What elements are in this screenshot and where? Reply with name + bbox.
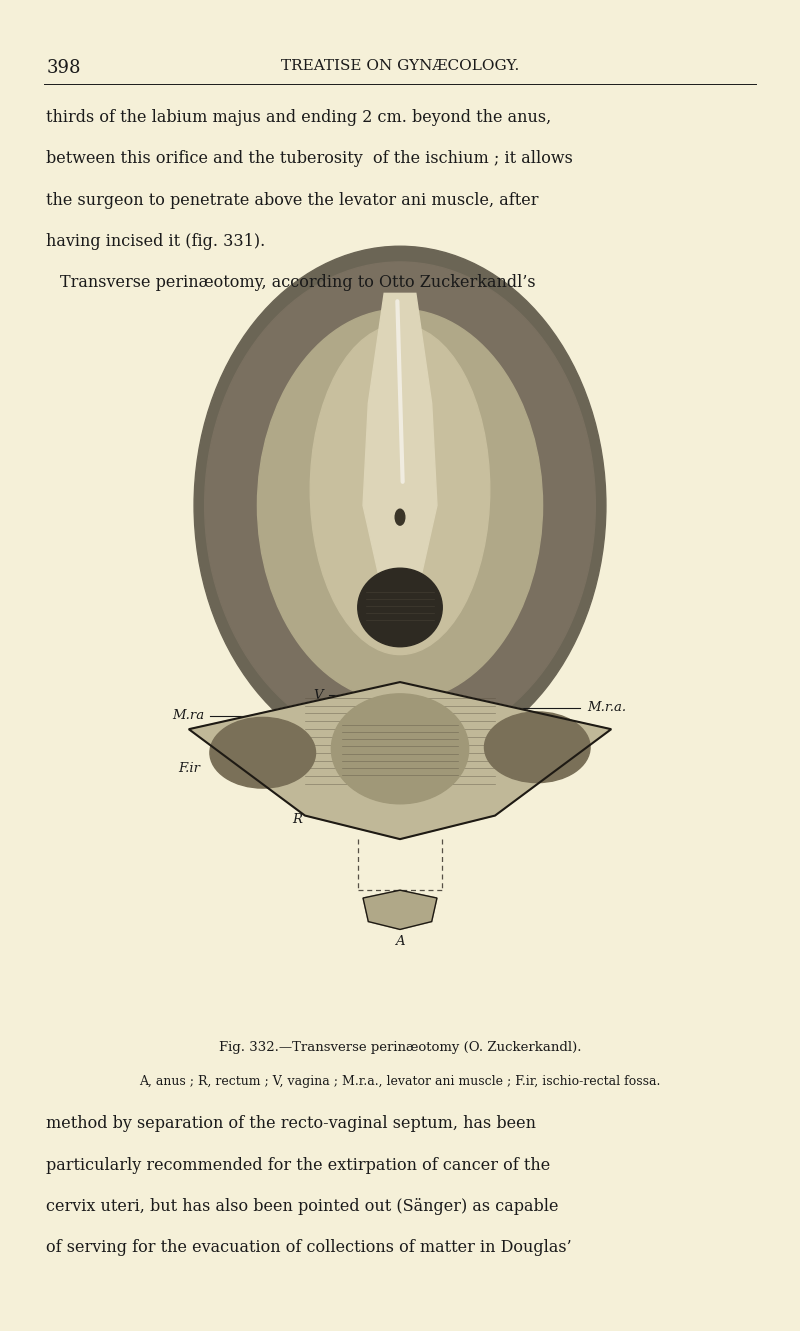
- Text: particularly recommended for the extirpation of cancer of the: particularly recommended for the extirpa…: [46, 1157, 550, 1174]
- Text: A: A: [395, 934, 405, 948]
- Ellipse shape: [310, 325, 490, 655]
- Text: R: R: [292, 813, 302, 827]
- Ellipse shape: [194, 246, 606, 764]
- Text: cervix uteri, but has also been pointed out (Sänger) as capable: cervix uteri, but has also been pointed …: [46, 1198, 559, 1215]
- Text: M.ra: M.ra: [173, 709, 205, 723]
- Polygon shape: [363, 293, 437, 599]
- Text: thirds of the labium majus and ending 2 cm. beyond the anus,: thirds of the labium majus and ending 2 …: [46, 109, 552, 126]
- Text: F.ir: F.ir: [558, 755, 581, 767]
- Text: A, anus ; R, rectum ; V, vagina ; M.r.a., levator ani muscle ; F.ir, ischio-rect: A, anus ; R, rectum ; V, vagina ; M.r.a.…: [139, 1075, 661, 1089]
- Ellipse shape: [331, 693, 469, 804]
- Polygon shape: [189, 681, 611, 839]
- Circle shape: [395, 510, 405, 526]
- Ellipse shape: [258, 309, 542, 701]
- Text: TREATISE ON GYNÆCOLOGY.: TREATISE ON GYNÆCOLOGY.: [281, 59, 519, 73]
- Ellipse shape: [485, 712, 590, 783]
- Text: the surgeon to penetrate above the levator ani muscle, after: the surgeon to penetrate above the levat…: [46, 192, 539, 209]
- Ellipse shape: [205, 262, 595, 749]
- Text: method by separation of the recto-vaginal septum, has been: method by separation of the recto-vagina…: [46, 1115, 536, 1133]
- Text: of serving for the evacuation of collections of matter in Douglas’: of serving for the evacuation of collect…: [46, 1239, 572, 1256]
- Text: having incised it (fig. 331).: having incised it (fig. 331).: [46, 233, 266, 250]
- Ellipse shape: [210, 717, 315, 788]
- Text: M.r.a.: M.r.a.: [587, 701, 626, 715]
- Text: F.ir: F.ir: [178, 761, 200, 775]
- Text: 398: 398: [46, 59, 81, 77]
- Polygon shape: [363, 890, 437, 929]
- Text: Fig. 332.—Transverse perinæotomy (O. Zuckerkandl).: Fig. 332.—Transverse perinæotomy (O. Zuc…: [218, 1041, 582, 1054]
- Text: Transverse perinæotomy, according to Otto Zuckerkandl’s: Transverse perinæotomy, according to Ott…: [60, 274, 536, 291]
- Text: between this orifice and the tuberosity  of the ischium ; it allows: between this orifice and the tuberosity …: [46, 150, 574, 168]
- Text: V: V: [314, 689, 323, 701]
- Ellipse shape: [358, 568, 442, 647]
